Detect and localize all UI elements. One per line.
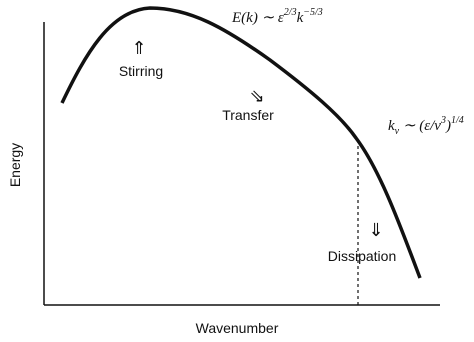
formula: kν ∼ (ε/ν3)1/4: [388, 115, 464, 137]
formula-exponent: 3: [440, 115, 446, 126]
formula-subscript: ν: [395, 126, 400, 137]
formula-exponent: 1/4: [451, 115, 464, 126]
annotation: Dissipation: [328, 248, 396, 264]
x-axis-label: Wavenumber: [196, 320, 279, 336]
formula-part: k: [297, 10, 304, 26]
spectrum-curve: [60, 6, 422, 279]
arrow: ⇘: [249, 86, 264, 106]
formula-exponent: 2/3: [284, 7, 297, 18]
arrow: ⇑: [131, 38, 146, 58]
formula-part: k: [388, 118, 395, 134]
y-axis-label: Energy: [7, 143, 23, 187]
formula-part: ): [445, 118, 451, 134]
formula-part: E(k) ∼ ε: [231, 10, 284, 26]
annotation: Transfer: [222, 107, 274, 123]
formula-exponent: −5/3: [303, 7, 323, 18]
arrow: ⇓: [368, 220, 383, 240]
annotation: Stirring: [119, 63, 163, 79]
formula: E(k) ∼ ε2/3k−5/3: [231, 7, 323, 26]
formula-part: ∼ (ε/ν: [399, 118, 441, 134]
